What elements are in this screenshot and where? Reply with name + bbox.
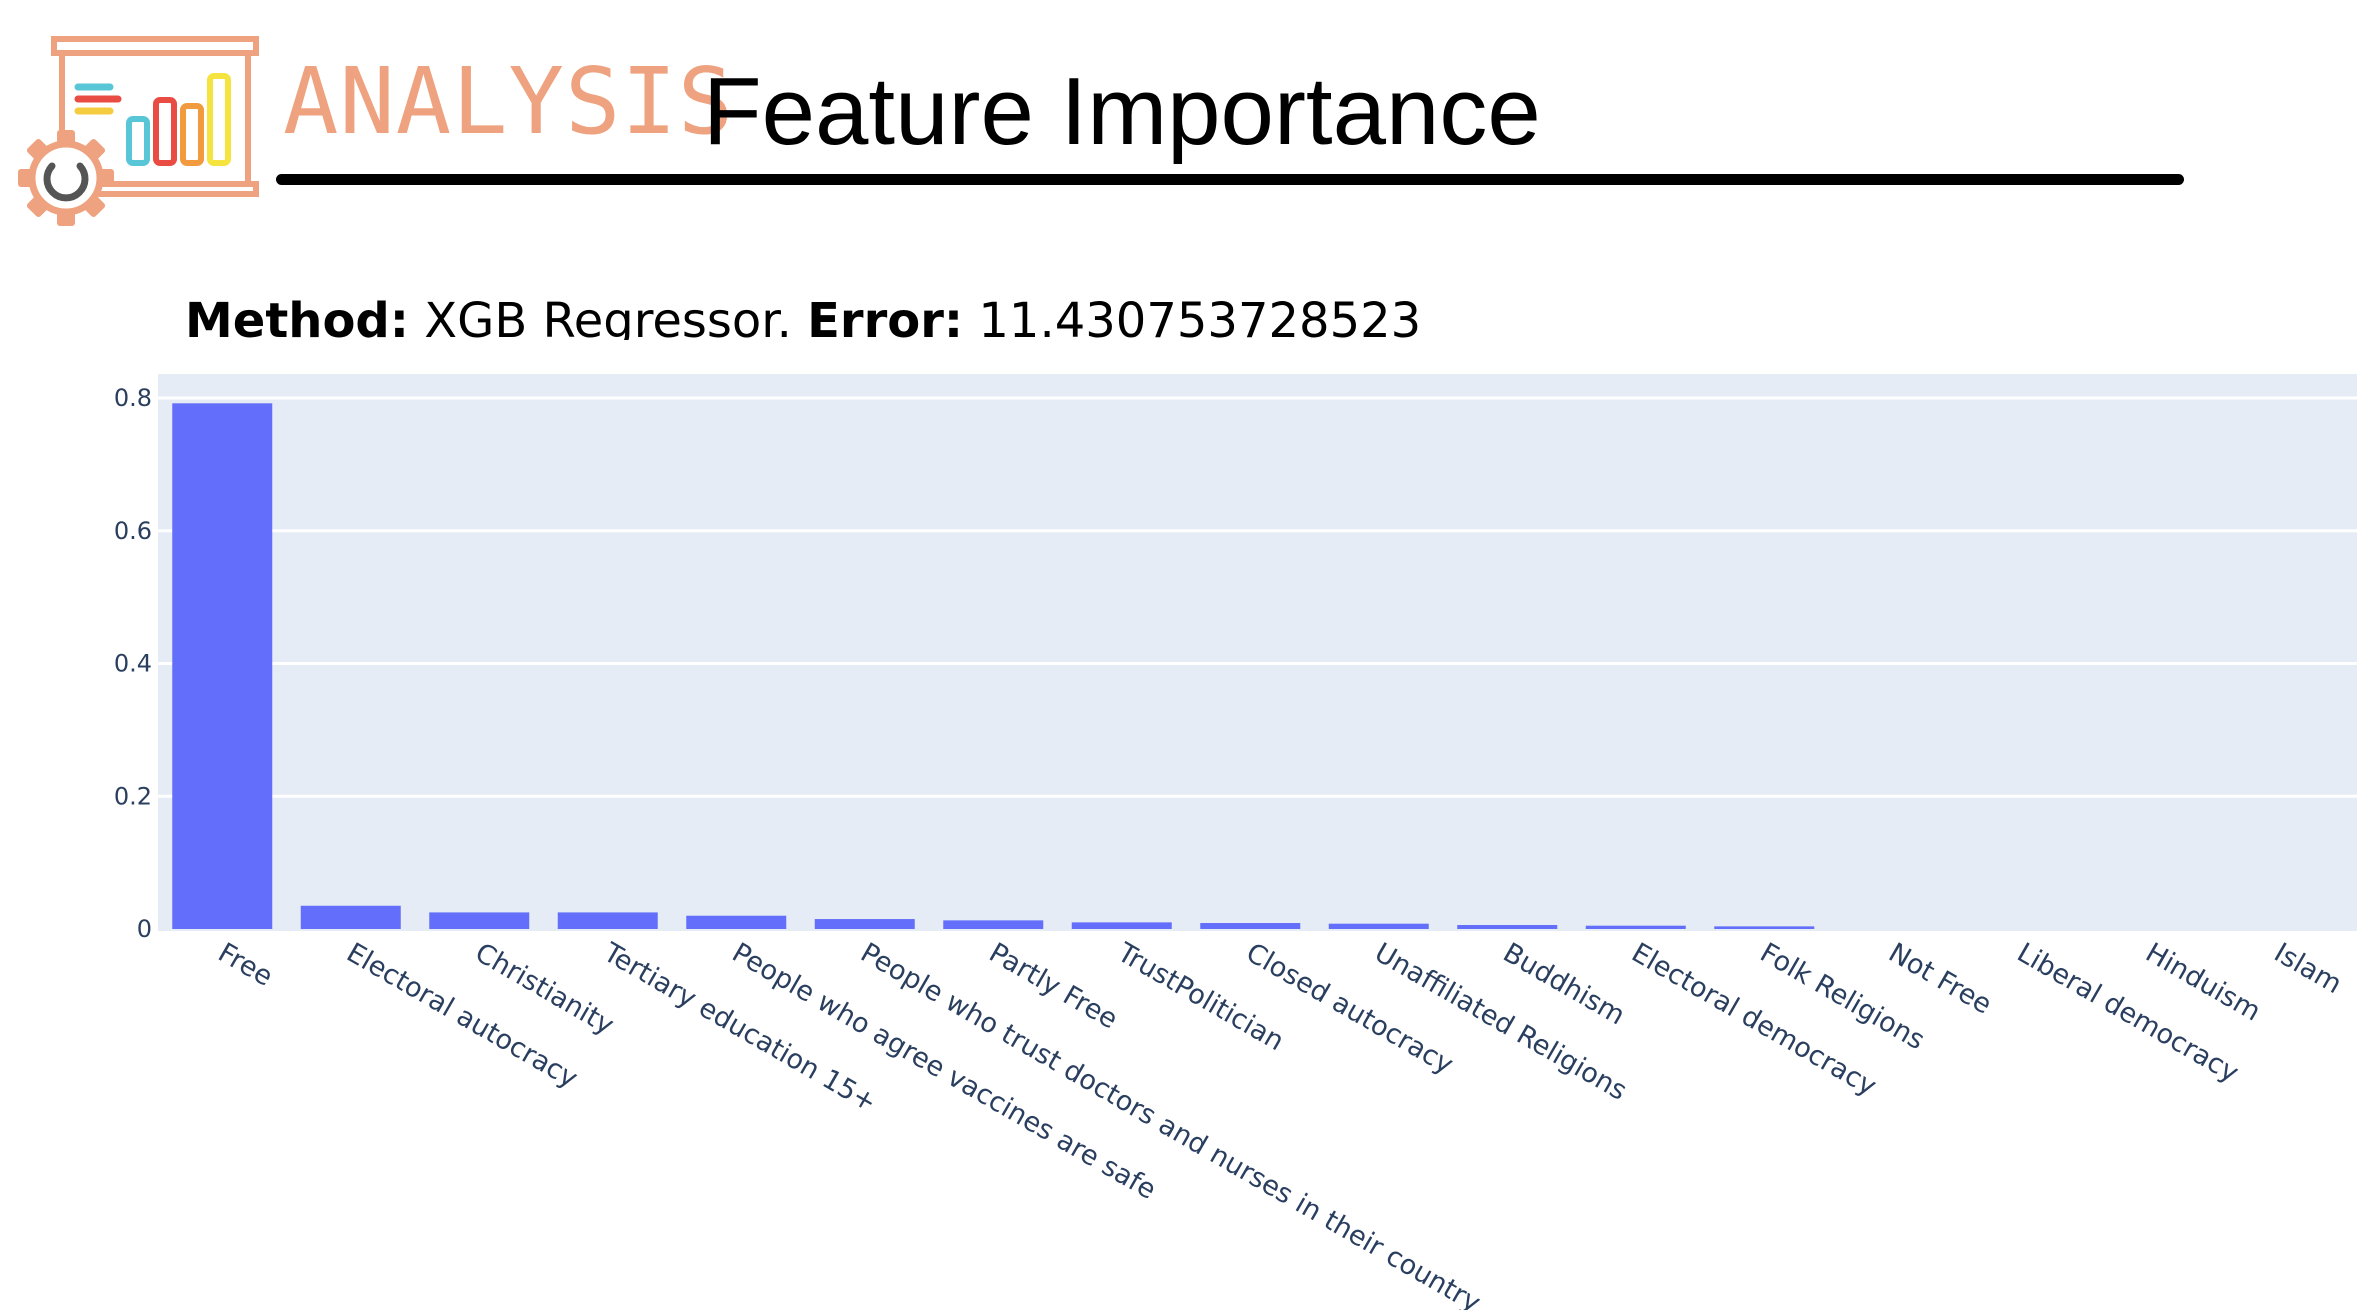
analysis-chart-gear-icon [14, 30, 264, 230]
bar [300, 905, 401, 929]
error-label: Error: [807, 293, 964, 340]
bar [1328, 923, 1429, 929]
bar [1714, 926, 1815, 929]
x-tick-label: Free [213, 937, 278, 992]
page-title: Feature Importance [703, 58, 1541, 165]
bar [943, 920, 1044, 929]
method-value: XGB Regressor. [424, 293, 792, 340]
bar [429, 912, 530, 929]
bar [1585, 925, 1686, 929]
bar [1071, 922, 1172, 929]
bar [814, 919, 915, 929]
x-tick-label: Closed autocracy [1241, 937, 1459, 1081]
title-underline [276, 174, 2184, 185]
x-tick-label: Electoral democracy [1626, 937, 1881, 1102]
bar [557, 912, 658, 929]
y-tick-label: 0.6 [114, 517, 152, 545]
bar [686, 915, 787, 929]
x-tick-label: Electoral autocracy [341, 937, 582, 1094]
bar [1200, 923, 1301, 929]
y-tick-label: 0 [137, 915, 152, 943]
x-tick-label: Islam [2269, 937, 2347, 1000]
y-tick-label: 0.2 [114, 782, 152, 810]
y-tick-label: 0.4 [114, 650, 152, 678]
method-label: Method: [185, 293, 409, 340]
bar [1457, 925, 1558, 929]
x-tick-label: Liberal democracy [2012, 937, 2244, 1089]
plot-background [158, 374, 2357, 931]
method-summary: Method: XGB Regressor. Error: 11.4307537… [185, 292, 1421, 340]
section-label: ANALYSIS [283, 48, 735, 155]
y-tick-label: 0.8 [114, 384, 152, 412]
x-tick-label: Not Free [1883, 937, 1997, 1020]
error-value: 11.430753728523 [978, 293, 1422, 340]
bar [172, 403, 273, 929]
